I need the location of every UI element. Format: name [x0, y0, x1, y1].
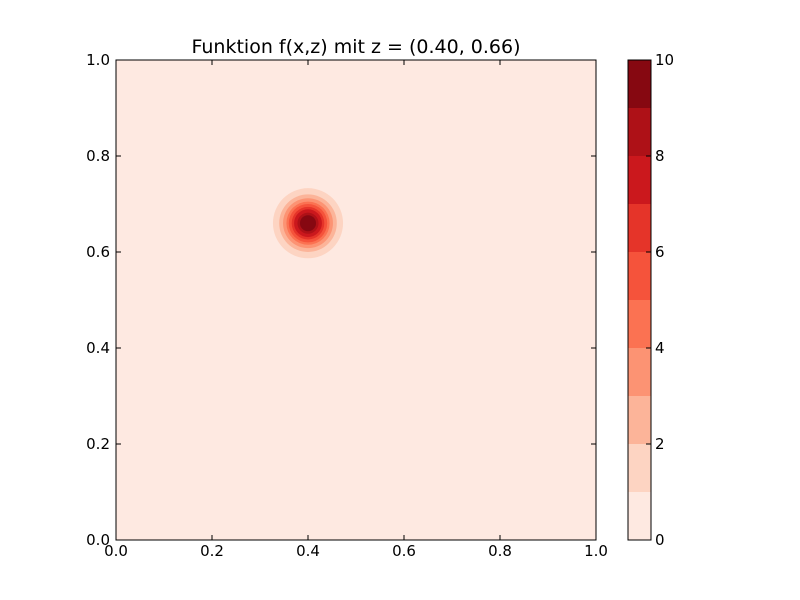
colorbar-tick-label: 6: [655, 243, 665, 261]
colorbar-segment: [628, 60, 651, 108]
colorbar-tick-label: 4: [655, 339, 665, 357]
colorbar-segment: [628, 108, 651, 156]
contour-layer: [272, 188, 344, 259]
colorbar-tick-label: 0: [655, 531, 665, 549]
colorbar-frame: [627, 59, 652, 541]
colorbar-tick-label: 8: [655, 147, 665, 165]
chart-title: Funktion f(x,z) mit z = (0.40, 0.66): [192, 36, 521, 58]
y-tick-label: 0.6: [86, 243, 110, 261]
y-axis: 0.0 0.2 0.4 0.6 0.8 1.0: [86, 51, 596, 549]
colorbar-segment: [628, 396, 651, 444]
plot-frame: [115, 59, 597, 541]
y-tick-label: 0.2: [86, 435, 110, 453]
y-tick-label: 1.0: [86, 51, 110, 69]
y-tick-label: 0.4: [86, 339, 110, 357]
plot-background: [116, 60, 596, 540]
colorbar-segment: [628, 156, 651, 204]
x-tick-label: 0.8: [488, 542, 512, 560]
colorbar-segment: [628, 300, 651, 348]
y-tick-label: 0.0: [86, 531, 110, 549]
colorbar-segment: [628, 444, 651, 492]
colorbar-segment: [628, 492, 651, 540]
colorbar-tick-label: 10: [655, 51, 674, 69]
colorbar-segment: [628, 204, 651, 252]
x-tick-label: 1.0: [584, 542, 608, 560]
contour-peak: [300, 215, 316, 232]
x-tick-label: 0.0: [104, 542, 128, 560]
x-axis: 0.0 0.2 0.4 0.6 0.8 1.0: [104, 60, 608, 560]
colorbar: 0 2 4 6 8 10: [627, 51, 674, 549]
x-tick-label: 0.2: [200, 542, 224, 560]
x-tick-label: 0.6: [392, 542, 416, 560]
colorbar-segment: [628, 252, 651, 300]
colorbar-tick-label: 2: [655, 435, 665, 453]
x-tick-label: 0.4: [296, 542, 320, 560]
colorbar-segment: [628, 348, 651, 396]
y-tick-label: 0.8: [86, 147, 110, 165]
